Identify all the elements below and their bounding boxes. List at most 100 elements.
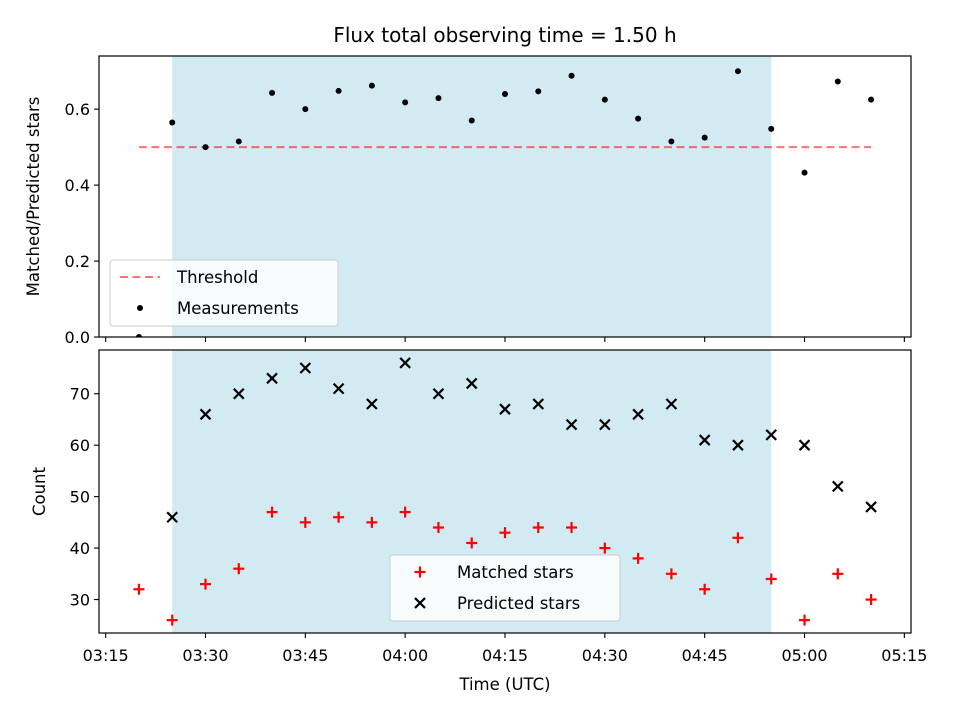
data-point (233, 563, 245, 575)
data-point (468, 117, 475, 124)
y-tick-label: 40 (70, 539, 90, 558)
legend-entry-label: Predicted stars (457, 594, 580, 613)
y-tick-label: 30 (70, 591, 90, 610)
data-point (832, 568, 844, 580)
data-point (834, 78, 841, 85)
y-tick-label: 50 (70, 488, 90, 507)
count-y-axis-label: Count (30, 466, 49, 516)
data-point (499, 527, 511, 539)
data-point-stroke (199, 408, 212, 421)
legend-marker-key-stroke (414, 597, 426, 609)
data-point (865, 501, 877, 513)
data-point-stroke (599, 418, 611, 431)
ratio-y-axis-label: Matched/Predicted stars (24, 97, 43, 297)
data-point (269, 89, 276, 96)
data-point (302, 106, 309, 113)
data-point (432, 522, 444, 534)
data-point (532, 522, 544, 534)
data-point-stroke (399, 357, 411, 369)
x-tick-label: 04:00 (382, 646, 428, 665)
series-predicted-stars (166, 357, 877, 524)
legend-entry-label: Matched stars (457, 563, 574, 582)
data-point (798, 439, 811, 451)
data-point (499, 403, 511, 415)
data-point (632, 552, 644, 564)
data-point (801, 169, 808, 176)
legend-entry-label: Threshold (176, 268, 258, 287)
series-measurements (135, 68, 875, 337)
data-point (333, 511, 345, 523)
data-point (532, 398, 545, 410)
y-tick-label: 0.2 (65, 252, 90, 271)
legend-marker-key (414, 597, 426, 609)
data-point (832, 480, 844, 493)
data-point (635, 115, 642, 122)
data-point (466, 537, 478, 549)
data-point (599, 542, 611, 554)
data-point (299, 362, 312, 374)
data-point-stroke (865, 501, 877, 513)
data-point (199, 578, 211, 590)
x-tick-label: 05:15 (881, 646, 927, 665)
panel-count: 30 40 50 60 70 03:15 03:30 03:45 04:00 04:15 04:30… (30, 349, 927, 665)
y-tick-label: 70 (70, 385, 90, 404)
data-point (768, 125, 775, 132)
data-point (332, 382, 345, 395)
data-point-stroke (532, 398, 545, 410)
data-point (765, 429, 778, 441)
data-point (699, 583, 711, 595)
data-point-stroke (499, 403, 511, 415)
data-point (698, 434, 711, 446)
data-point (665, 398, 678, 410)
legend-box (109, 259, 339, 327)
data-point (701, 134, 708, 141)
y-tick-label: 0.6 (65, 100, 90, 119)
data-point (435, 95, 442, 102)
data-point (135, 334, 142, 337)
data-point (235, 138, 242, 145)
data-point (465, 377, 478, 390)
data-point (599, 418, 611, 431)
data-point (568, 72, 575, 79)
data-point (399, 506, 411, 518)
x-tick-label: 04:45 (682, 646, 728, 665)
data-point (402, 99, 409, 106)
data-point (166, 511, 178, 524)
chart-title: Flux total observing time = 1.50 h (333, 23, 676, 47)
data-point (732, 439, 744, 451)
x-tick-label: 03:30 (182, 646, 228, 665)
count-legend: Matched stars Predicted stars (389, 554, 621, 622)
ratio-legend: Threshold Measurements (109, 259, 339, 327)
data-point (865, 594, 877, 606)
series-matched-stars (133, 506, 877, 626)
data-point (399, 357, 411, 369)
data-point (601, 96, 608, 103)
legend-marker-key (414, 566, 426, 578)
data-point-stroke (166, 511, 178, 524)
data-point (565, 418, 578, 431)
y-tick-label: 0.0 (65, 328, 90, 347)
data-point (366, 398, 378, 410)
data-point-stroke (632, 408, 644, 421)
data-point (799, 614, 811, 626)
x-tick-label: 03:45 (282, 646, 328, 665)
y-tick-label: 0.4 (65, 176, 90, 195)
data-point (166, 614, 178, 626)
x-tick-label: 03:15 (83, 646, 129, 665)
data-point-stroke (332, 382, 345, 395)
y-tick-label: 60 (70, 436, 90, 455)
data-point (199, 408, 212, 421)
data-point (535, 88, 542, 95)
data-point (868, 96, 875, 103)
data-point-stroke (432, 387, 445, 400)
data-point-stroke (665, 398, 678, 410)
data-point (368, 82, 375, 89)
data-point-stroke (232, 387, 245, 400)
data-point (765, 573, 777, 585)
data-point (502, 90, 508, 97)
data-point (668, 138, 675, 145)
data-point-stroke (732, 439, 744, 451)
data-point-stroke (832, 480, 844, 493)
data-point (232, 387, 245, 400)
